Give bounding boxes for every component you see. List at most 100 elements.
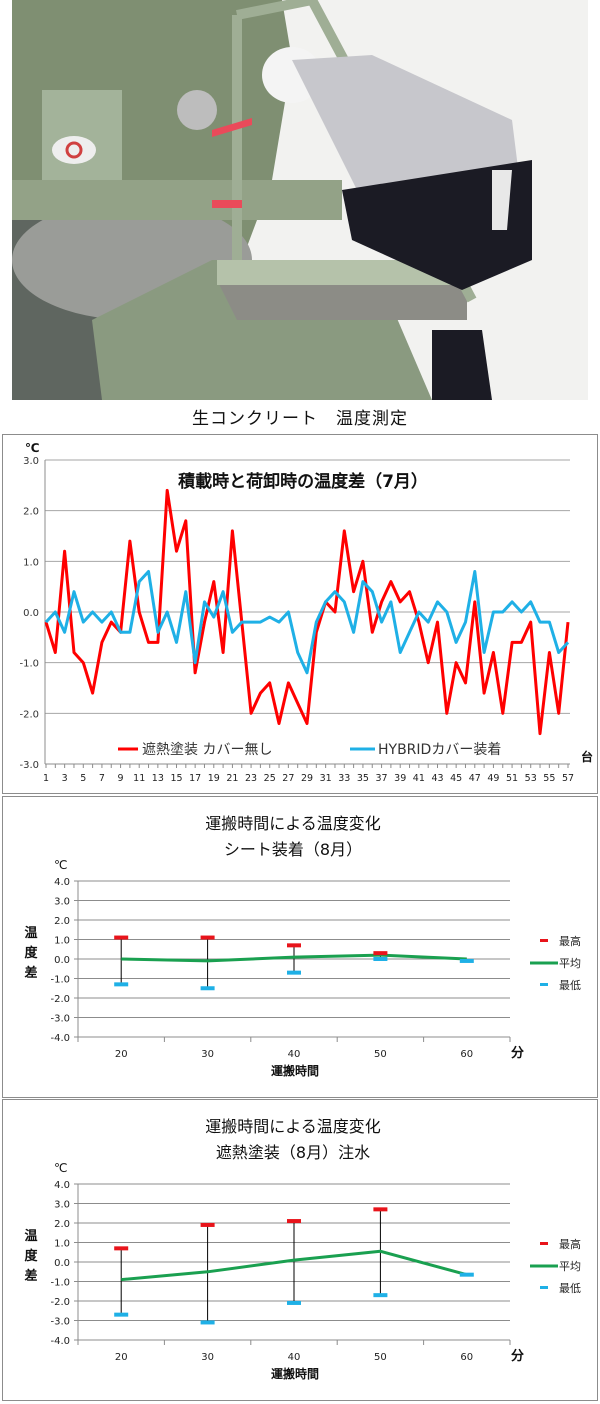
y-tick-label: -1.0 bbox=[50, 975, 70, 986]
y-tick-label: 2.0 bbox=[54, 1219, 70, 1230]
min-marker bbox=[287, 1301, 301, 1305]
y-tick-label: -3.0 bbox=[50, 1014, 70, 1025]
chart1-title: 積載時と荷卸時の温度差（7月） bbox=[178, 471, 428, 492]
y-tick-label: 1.0 bbox=[23, 557, 39, 568]
x-tick-label: 23 bbox=[245, 773, 257, 784]
y-tick-label: 2.0 bbox=[54, 916, 70, 927]
chart2-x-title: 運搬時間 bbox=[271, 1063, 319, 1078]
legend-label: 最高 bbox=[559, 1237, 581, 1251]
chart3-title: 運搬時間による温度変化 bbox=[205, 1117, 381, 1136]
y-tick-label: 2.0 bbox=[23, 507, 39, 518]
x-tick-label: 60 bbox=[460, 1352, 473, 1363]
x-tick-label: 35 bbox=[357, 773, 369, 784]
min-marker bbox=[287, 971, 301, 975]
x-tick-label: 17 bbox=[189, 773, 201, 784]
x-tick-label: 43 bbox=[431, 773, 443, 784]
y-title-char: 温 bbox=[24, 926, 37, 941]
y-tick-label: -3.0 bbox=[50, 1317, 70, 1328]
chart1-y-unit: ℃ bbox=[25, 441, 40, 455]
chart2-series bbox=[114, 936, 474, 991]
chart3-y-ticks: 4.03.02.01.00.0-1.0-2.0-3.0-4.0 bbox=[50, 1180, 70, 1347]
x-tick-label: 30 bbox=[201, 1352, 214, 1363]
min-marker bbox=[201, 1320, 215, 1324]
y-tick-label: -4.0 bbox=[50, 1033, 70, 1044]
x-tick-label: 49 bbox=[487, 773, 499, 784]
x-tick-label: 5 bbox=[80, 773, 86, 784]
y-tick-label: 0.0 bbox=[54, 1258, 70, 1269]
x-tick-label: 47 bbox=[469, 773, 481, 784]
y-tick-label: 1.0 bbox=[54, 1239, 70, 1250]
legend-label: 最低 bbox=[559, 1282, 581, 1295]
y-tick-label: 3.0 bbox=[23, 456, 39, 467]
min-marker bbox=[114, 982, 128, 986]
min-marker bbox=[460, 959, 474, 963]
chart2-svg: 運搬時間による温度変化 シート装着（8月） ℃ 温度差 4.03.02.01.0… bbox=[3, 797, 597, 1097]
x-tick-label: 41 bbox=[413, 773, 425, 784]
min-marker bbox=[373, 1293, 387, 1297]
x-tick-label: 33 bbox=[338, 773, 350, 784]
min-marker bbox=[201, 986, 215, 990]
y-tick-label: 3.0 bbox=[54, 897, 70, 908]
x-tick-label: 13 bbox=[152, 773, 164, 784]
x-tick-label: 19 bbox=[208, 773, 220, 784]
x-tick-label: 57 bbox=[562, 773, 574, 784]
y-tick-label: 4.0 bbox=[54, 1180, 70, 1191]
x-tick-label: 29 bbox=[301, 773, 313, 784]
x-tick-label: 25 bbox=[264, 773, 276, 784]
max-marker bbox=[201, 936, 215, 940]
legend-label: 最高 bbox=[559, 934, 581, 948]
y-tick-label: 0.0 bbox=[23, 608, 39, 619]
x-tick-label: 1 bbox=[43, 773, 49, 784]
x-tick-label: 21 bbox=[226, 773, 238, 784]
chart3-gridlines bbox=[74, 1184, 510, 1344]
x-tick-label: 40 bbox=[288, 1352, 301, 1363]
y-title-char: 度 bbox=[24, 1248, 38, 1264]
chart1-y-ticks: 3.02.01.00.0-1.0-2.0-3.0 bbox=[19, 456, 39, 771]
max-marker bbox=[287, 943, 301, 947]
x-tick-label: 50 bbox=[374, 1352, 387, 1363]
y-tick-label: -1.0 bbox=[19, 659, 39, 670]
x-tick-label: 50 bbox=[374, 1049, 387, 1060]
min-marker bbox=[114, 1313, 128, 1317]
y-tick-label: -2.0 bbox=[50, 1297, 70, 1308]
x-tick-label: 15 bbox=[170, 773, 182, 784]
x-tick-label: 20 bbox=[115, 1049, 128, 1060]
x-tick-label: 31 bbox=[320, 773, 332, 784]
chart3-x-title: 運搬時間 bbox=[271, 1366, 319, 1381]
max-marker bbox=[373, 951, 387, 955]
x-tick-label: 3 bbox=[62, 773, 68, 784]
x-tick-label: 37 bbox=[376, 773, 388, 784]
chart3-x-ticks: 20 30 40 50 60 bbox=[78, 1340, 510, 1363]
x-tick-label: 51 bbox=[506, 773, 518, 784]
chart3-svg: 運搬時間による温度変化 遮熱塗装（8月）注水 ℃ 温度差 4.03.02.01.… bbox=[3, 1100, 597, 1400]
chart3-series bbox=[114, 1207, 474, 1324]
y-title-char: 度 bbox=[24, 945, 38, 961]
y-tick-label: 4.0 bbox=[54, 877, 70, 888]
chart3-y-title: 温度差 bbox=[24, 1229, 38, 1284]
chart2-gridlines bbox=[74, 881, 510, 1041]
y-title-char: 差 bbox=[24, 1268, 37, 1284]
min-marker bbox=[373, 957, 387, 961]
x-tick-label: 40 bbox=[288, 1049, 301, 1060]
y-tick-label: 1.0 bbox=[54, 936, 70, 947]
legend-label: 平均 bbox=[559, 957, 581, 970]
legend-label: 最低 bbox=[559, 979, 581, 992]
x-tick-label: 39 bbox=[394, 773, 406, 784]
y-tick-label: 0.0 bbox=[54, 955, 70, 966]
x-tick-label: 20 bbox=[115, 1352, 128, 1363]
legend-swatch bbox=[540, 983, 548, 986]
chart1-x-unit: 台 bbox=[581, 749, 593, 764]
y-tick-label: -2.0 bbox=[19, 709, 39, 720]
min-marker bbox=[460, 1273, 474, 1277]
y-title-char: 温 bbox=[24, 1229, 37, 1244]
y-tick-label: -4.0 bbox=[50, 1336, 70, 1347]
chart2-subtitle: シート装着（8月） bbox=[224, 840, 362, 859]
legend-label-red: 遮熱塗装 カバー無し bbox=[142, 741, 272, 758]
max-marker bbox=[287, 1219, 301, 1223]
chart2-y-unit: ℃ bbox=[54, 858, 67, 872]
